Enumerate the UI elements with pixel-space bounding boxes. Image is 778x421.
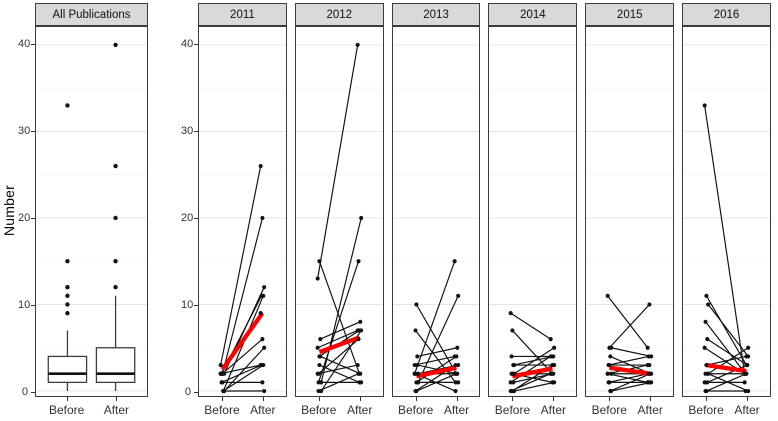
x-tick-mark xyxy=(706,397,708,401)
y-tick-label: 40 xyxy=(18,38,31,50)
x-tick-label: After xyxy=(540,403,566,417)
x-tick-label: After xyxy=(347,403,373,417)
y-tick-mark xyxy=(31,44,35,45)
facet-panel-2011: 2011 Before After xyxy=(198,0,287,421)
facet-panel-2014: 2014 Before After xyxy=(488,0,578,421)
x-tick-mark xyxy=(318,397,320,401)
x-tick-label: After xyxy=(443,403,470,417)
y-tick-mark xyxy=(194,131,198,132)
facet-strip: 2014 xyxy=(488,3,578,26)
boxplot-x-axis: Before After xyxy=(35,397,148,421)
facet-x-axis: Before After xyxy=(392,397,481,421)
x-tick-mark xyxy=(415,397,417,401)
facet-plot-area xyxy=(198,26,287,397)
y-tick-label: 20 xyxy=(181,212,194,224)
x-tick-mark xyxy=(609,397,611,401)
x-tick-label: Before xyxy=(494,403,531,417)
facet-strip-all-publications: All Publications xyxy=(35,3,148,26)
facet-x-axis: Before After xyxy=(198,397,287,421)
y-tick-label: 10 xyxy=(18,299,31,311)
boxplot-svg xyxy=(36,42,147,392)
x-tick-mark xyxy=(746,397,748,401)
x-tick-label: Before xyxy=(591,403,627,417)
y-tick-mark xyxy=(194,305,198,306)
y-axis-title-column: Number xyxy=(0,0,18,421)
x-tick-mark xyxy=(512,397,514,401)
facet-panel-2016: 2016 Before After xyxy=(682,0,771,421)
y-axis-ticks-facets: 0 10 20 30 40 xyxy=(181,0,198,421)
x-tick-label: After xyxy=(250,403,276,417)
boxplot-panel: All Publications Before After xyxy=(35,0,148,421)
x-tick-mark xyxy=(650,397,652,401)
x-tick-label: After xyxy=(103,403,130,417)
y-tick-mark xyxy=(31,305,35,306)
facet-strip: 2011 xyxy=(198,3,287,26)
y-tick-label: 30 xyxy=(181,125,194,137)
facet-strip: 2016 xyxy=(682,3,771,26)
x-tick-mark xyxy=(359,397,361,401)
facet-x-axis: Before After xyxy=(585,397,674,421)
facet-x-axis: Before After xyxy=(488,397,577,421)
x-tick-label: After xyxy=(637,403,663,417)
x-tick-label: Before xyxy=(48,403,85,417)
facet-strip: 2015 xyxy=(585,3,675,26)
x-tick-label: After xyxy=(734,403,760,417)
facet-x-axis: Before After xyxy=(682,397,771,421)
facet-strip: 2012 xyxy=(294,3,384,26)
facet-svg xyxy=(586,44,674,394)
facet-svg xyxy=(199,44,286,394)
y-tick-label: 0 xyxy=(21,386,28,398)
x-tick-mark xyxy=(66,397,68,401)
y-tick-label: 10 xyxy=(181,299,194,311)
facet-panels: 2011 Before After 2012 Before After 2013 Before… xyxy=(198,0,778,421)
y-tick-label: 0 xyxy=(184,386,191,398)
facet-panel-2012: 2012 Before After xyxy=(294,0,384,421)
facet-plot-area xyxy=(294,26,384,397)
facet-svg xyxy=(295,42,383,394)
y-axis-title: Number xyxy=(1,185,17,236)
x-tick-label: Before xyxy=(204,403,240,417)
facet-svg xyxy=(683,44,770,394)
x-tick-mark xyxy=(221,397,223,401)
x-tick-label: Before xyxy=(397,403,434,417)
x-tick-mark xyxy=(116,397,118,401)
x-tick-mark xyxy=(262,397,264,401)
y-tick-label: 30 xyxy=(18,125,31,137)
y-tick-mark xyxy=(31,392,35,393)
facet-svg xyxy=(392,44,480,394)
boxplot-plot-area xyxy=(35,26,148,397)
facet-svg xyxy=(489,44,577,394)
x-tick-mark xyxy=(456,397,458,401)
y-tick-label: 40 xyxy=(181,38,194,50)
x-tick-mark xyxy=(553,397,555,401)
y-tick-mark xyxy=(31,131,35,132)
facet-plot-area xyxy=(585,26,675,397)
panel-gap xyxy=(148,0,181,421)
x-tick-label: Before xyxy=(688,403,724,417)
y-axis-ticks-left: 0 10 20 30 40 xyxy=(18,0,35,421)
facet-panel-2013: 2013 Before After xyxy=(391,0,481,421)
x-tick-label: Before xyxy=(301,403,337,417)
facet-plot-area xyxy=(391,26,481,397)
y-tick-label: 20 xyxy=(18,212,31,224)
y-tick-mark xyxy=(31,218,35,219)
facet-panel-2015: 2015 Before After xyxy=(585,0,675,421)
facet-x-axis: Before After xyxy=(295,397,384,421)
y-tick-mark xyxy=(194,44,198,45)
y-tick-mark xyxy=(194,218,198,219)
facet-plot-area xyxy=(488,26,578,397)
y-tick-mark xyxy=(194,392,198,393)
facet-plot-area xyxy=(682,26,771,397)
facet-strip: 2013 xyxy=(391,3,481,26)
